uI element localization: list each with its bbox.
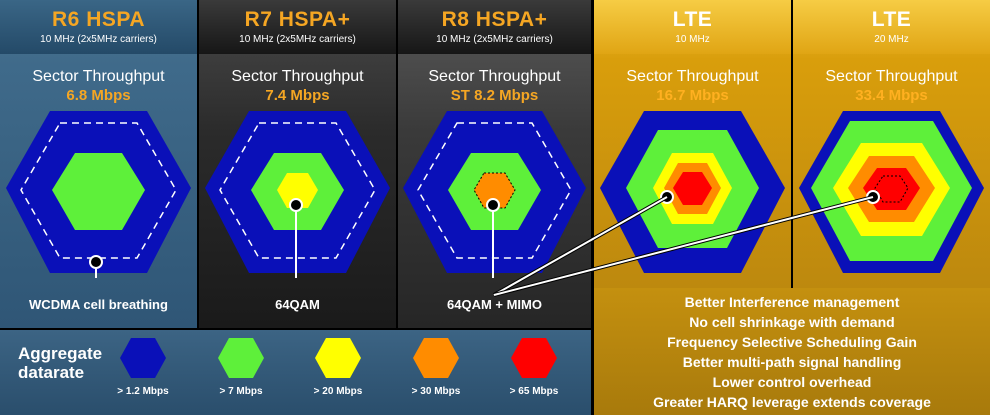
panel-header: LTE 20 MHz xyxy=(793,0,990,54)
sector-throughput-label: Sector Throughput xyxy=(32,68,165,85)
sector-throughput-label: Sector Throughput xyxy=(626,68,759,85)
benefit-item: No cell shrinkage with demand xyxy=(689,314,895,330)
legend-item-orange: > 30 Mbps xyxy=(396,337,476,397)
legend-title: Aggregate datarate xyxy=(18,344,102,382)
cell-boundary-dashed xyxy=(219,122,376,259)
legend-item-yellow: > 20 Mbps xyxy=(298,337,378,397)
lte-benefits-list: Better Interference management No cell s… xyxy=(594,292,990,412)
benefit-item: Frequency Selective Scheduling Gain xyxy=(667,334,917,350)
panel-header: LTE 10 MHz xyxy=(594,0,791,54)
panel-title: R7 HSPA+ xyxy=(244,8,351,31)
panel-header: R7 HSPA+ 10 MHz (2x5MHz carriers) xyxy=(199,0,396,54)
legend-item-red: > 65 Mbps xyxy=(494,337,574,397)
sector-throughput-value: ST 8.2 Mbps xyxy=(450,87,539,104)
legend-item-label: > 1.2 Mbps xyxy=(117,386,169,397)
legend-item-blue: > 1.2 Mbps xyxy=(103,337,183,397)
benefit-item: Greater HARQ leverage extends coverage xyxy=(653,394,931,410)
legend-hex-blue xyxy=(120,338,166,378)
legend-item-label: > 65 Mbps xyxy=(509,386,559,397)
benefit-item: Better Interference management xyxy=(684,294,900,310)
panel-callout: WCDMA cell breathing xyxy=(29,297,168,312)
legend-panel xyxy=(0,330,591,415)
panel-callout: 64QAM xyxy=(275,297,320,312)
legend-item-label: > 30 Mbps xyxy=(411,386,461,397)
sector-throughput-value: 16.7 Mbps xyxy=(656,87,729,104)
hex-core-dashed xyxy=(874,175,909,203)
panel-r8-hspa-plus: R8 HSPA+ 10 MHz (2x5MHz carriers) Sector… xyxy=(398,0,591,328)
cell-hexagon-lte10 xyxy=(600,111,785,273)
callout-marker xyxy=(289,198,303,212)
legend-item-label: > 20 Mbps xyxy=(313,386,363,397)
cell-hexagon-lte20 xyxy=(799,111,984,273)
sector-throughput-label: Sector Throughput xyxy=(825,68,958,85)
sector-throughput-label: Sector Throughput xyxy=(428,68,561,85)
callout-marker xyxy=(660,190,674,204)
panel-title: LTE xyxy=(871,8,912,31)
benefit-item: Better multi-path signal handling xyxy=(682,354,902,370)
legend-title-line2: datarate xyxy=(18,363,85,382)
panel-lte-20mhz: LTE 20 MHz Sector Throughput 33.4 Mbps xyxy=(793,0,990,328)
panel-subtitle: 10 MHz xyxy=(675,34,710,45)
panel-r7-hspa-plus: R7 HSPA+ 10 MHz (2x5MHz carriers) Sector… xyxy=(199,0,396,328)
legend-item-label: > 7 Mbps xyxy=(219,386,263,397)
panel-callout: 64QAM + MIMO xyxy=(447,297,542,312)
legend-hex-green xyxy=(218,338,264,378)
callout-marker xyxy=(89,255,103,269)
legend-item-green: > 7 Mbps xyxy=(201,337,281,397)
panel-r6-hspa: R6 HSPA 10 MHz (2x5MHz carriers) Sector … xyxy=(0,0,197,328)
legend-hex-yellow xyxy=(315,338,361,378)
legend-hex-orange xyxy=(413,338,459,378)
hex-ring-green xyxy=(52,153,145,230)
sector-throughput-value: 33.4 Mbps xyxy=(855,87,928,104)
hex-ring-yellow xyxy=(277,173,318,208)
cell-hexagon-r7 xyxy=(205,111,390,278)
panel-subtitle: 10 MHz (2x5MHz carriers) xyxy=(40,34,157,45)
cell-boundary-dashed xyxy=(20,122,177,259)
panel-title: LTE xyxy=(672,8,713,31)
legend-title-line1: Aggregate xyxy=(18,344,103,363)
cell-hexagon-r6 xyxy=(6,111,191,278)
panel-subtitle: 10 MHz (2x5MHz carriers) xyxy=(436,34,553,45)
sector-throughput-label: Sector Throughput xyxy=(231,68,364,85)
panel-lte-10mhz: LTE 10 MHz Sector Throughput 16.7 Mbps xyxy=(594,0,791,328)
panel-header: R6 HSPA 10 MHz (2x5MHz carriers) xyxy=(0,0,197,54)
panel-subtitle: 10 MHz (2x5MHz carriers) xyxy=(239,34,356,45)
callout-marker xyxy=(486,198,500,212)
panel-title: R6 HSPA xyxy=(52,8,145,31)
sector-throughput-value: 6.8 Mbps xyxy=(66,87,131,104)
sector-throughput-value: 7.4 Mbps xyxy=(265,87,330,104)
panel-subtitle: 20 MHz xyxy=(874,34,909,45)
lte-benefits-panel xyxy=(594,288,990,415)
panel-title: R8 HSPA+ xyxy=(441,8,548,31)
legend-hex-red xyxy=(511,338,557,378)
benefit-item: Lower control overhead xyxy=(712,374,872,390)
panel-header: R8 HSPA+ 10 MHz (2x5MHz carriers) xyxy=(398,0,591,54)
cell-hexagon-r8 xyxy=(403,111,586,278)
callout-marker xyxy=(866,190,880,204)
